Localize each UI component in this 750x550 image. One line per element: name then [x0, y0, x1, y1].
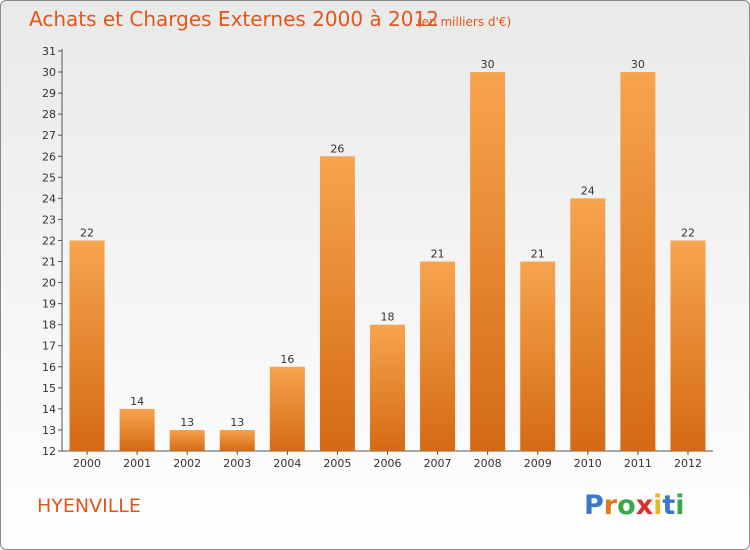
x-tick-label: 2001	[123, 457, 151, 470]
value-label: 13	[180, 416, 194, 429]
y-tick-label: 23	[42, 213, 56, 226]
x-tick-label: 2012	[674, 457, 702, 470]
bar-2005	[319, 156, 355, 451]
bar-2002	[169, 429, 205, 451]
bar-2010	[570, 198, 606, 451]
labels: 2000 22 2001 14 2002 13 2003 13 2004 16 2005 26 2006…	[73, 58, 702, 470]
y-tick-label: 30	[42, 66, 56, 79]
value-label: 30	[631, 58, 645, 71]
y-tick-label: 19	[42, 298, 56, 311]
bar-2003	[219, 429, 255, 451]
bar-2001	[119, 408, 155, 451]
bar-2008	[470, 72, 506, 451]
location-label: HYENVILLE	[37, 495, 141, 517]
x-tick-label: 2003	[223, 457, 251, 470]
y-tick-label: 15	[42, 382, 56, 395]
logo-letter: r	[603, 490, 618, 521]
x-tick-label: 2004	[273, 457, 301, 470]
value-label: 21	[431, 248, 445, 261]
y-tick-label: 21	[42, 256, 56, 269]
y-tick-label: 31	[42, 45, 56, 58]
y-tick-label: 18	[42, 319, 56, 332]
logo-letter: x	[635, 490, 654, 521]
x-tick-label: 2008	[474, 457, 502, 470]
y-tick-label: 27	[42, 129, 56, 142]
x-tick-label: 2002	[173, 457, 201, 470]
bar-2006	[370, 324, 405, 451]
value-label: 22	[80, 226, 94, 239]
y-tick-label: 16	[42, 361, 56, 374]
value-label: 24	[581, 184, 595, 197]
x-tick-label: 2011	[624, 457, 652, 470]
y-tick-label: 29	[42, 87, 56, 100]
logo-letter: i	[675, 490, 685, 521]
axes: 12 13 14 15 16 17 18 19 20 21 22 23 24 25 26 27 28 29 30 31	[42, 45, 713, 458]
y-tick-label: 17	[42, 340, 56, 353]
y-tick-label: 25	[42, 171, 56, 184]
value-label: 26	[330, 142, 344, 155]
y-tick-label: 28	[42, 108, 56, 121]
x-tick-label: 2007	[424, 457, 452, 470]
bar-2011	[620, 72, 656, 451]
value-label: 13	[230, 416, 244, 429]
y-tick-label: 24	[42, 192, 56, 205]
x-tick-label: 2010	[574, 457, 602, 470]
logo-letter: i	[653, 490, 663, 521]
value-label: 14	[130, 395, 144, 408]
y-tick-label: 26	[42, 150, 56, 163]
x-tick-label: 2006	[374, 457, 402, 470]
bar-2007	[420, 261, 456, 451]
x-tick-label: 2000	[73, 457, 101, 470]
logo-letter: o	[617, 490, 636, 521]
chart-title: Achats et Charges Externes 2000 à 2012	[29, 7, 439, 31]
proxiti-logo: Proxiti	[584, 490, 685, 521]
y-tick-label: 22	[42, 234, 56, 247]
value-label: 22	[681, 226, 695, 239]
bar-2012	[670, 240, 706, 451]
bar-2000	[69, 240, 105, 451]
bar-2004	[269, 366, 305, 451]
value-label: 18	[381, 311, 395, 324]
bar-2009	[520, 261, 556, 451]
x-tick-label: 2005	[323, 457, 351, 470]
y-tick-label: 14	[42, 403, 56, 416]
bars	[69, 72, 706, 451]
logo-letter: t	[662, 490, 676, 521]
y-tick-label: 13	[42, 424, 56, 437]
y-tick-label: 20	[42, 277, 56, 290]
logo-letter: P	[584, 490, 604, 521]
x-tick-label: 2009	[524, 457, 552, 470]
chart-subtitle: (en milliers d'€)	[417, 15, 512, 29]
value-label: 16	[280, 353, 294, 366]
value-label: 21	[531, 248, 545, 261]
y-tick-label: 12	[42, 445, 56, 458]
value-label: 30	[481, 58, 495, 71]
